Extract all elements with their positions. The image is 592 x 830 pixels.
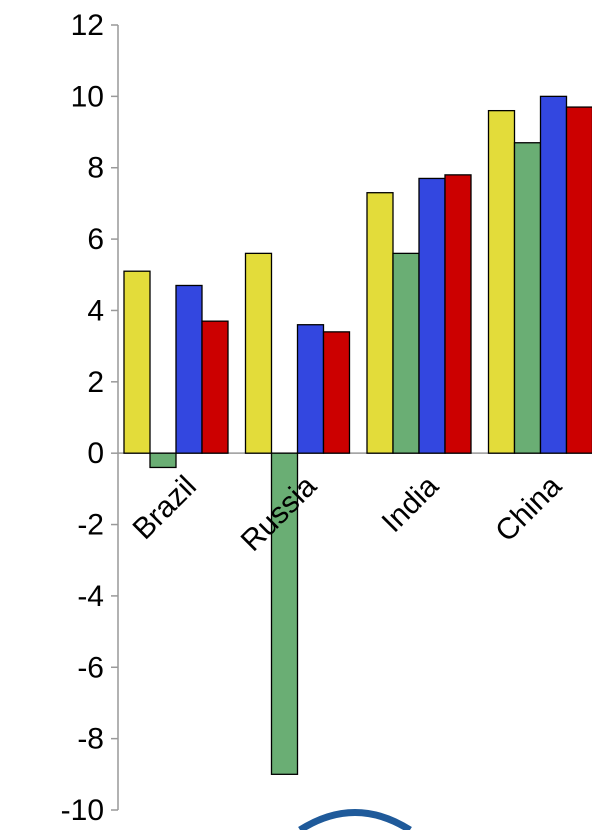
bar-russia-series-1 bbox=[244, 252, 273, 454]
decorative-arc bbox=[298, 809, 412, 830]
y-tick-label: -8 bbox=[77, 723, 104, 756]
y-axis: 12 10 8 6 4 2 0 -2 -4 -6 -8 -10 bbox=[61, 9, 592, 827]
y-tick-label: 12 bbox=[71, 9, 104, 42]
bar-india-series-3 bbox=[418, 177, 446, 454]
y-tick-label: 8 bbox=[87, 152, 104, 185]
bar-china-series-2 bbox=[513, 142, 542, 454]
y-tick-label: -10 bbox=[61, 794, 104, 827]
y-tick-label: 0 bbox=[87, 437, 104, 470]
y-tick-label: 2 bbox=[87, 366, 104, 399]
bars bbox=[123, 95, 592, 775]
bar-brazil-series-3 bbox=[175, 284, 203, 454]
bar-china-series-4 bbox=[565, 106, 592, 454]
logo-arc bbox=[298, 809, 412, 830]
y-tick-label: -4 bbox=[77, 580, 104, 613]
bar-china-series-3 bbox=[539, 95, 568, 454]
category-label-china: China bbox=[489, 469, 568, 548]
bar-russia-series-2 bbox=[270, 452, 299, 775]
bar-brazil-series-4 bbox=[201, 320, 229, 454]
bar-india-series-4 bbox=[444, 174, 472, 454]
y-tick-label: 4 bbox=[87, 294, 104, 327]
bar-brazil-series-2 bbox=[149, 452, 177, 469]
y-tick-label: 10 bbox=[71, 80, 104, 113]
category-labels: Brazil Russia India China bbox=[127, 469, 569, 557]
bar-india-series-1 bbox=[366, 192, 394, 454]
y-tick-label: -2 bbox=[77, 509, 104, 542]
category-label-india: India bbox=[376, 469, 446, 539]
bar-russia-series-4 bbox=[322, 331, 351, 454]
y-tick-label: -6 bbox=[77, 651, 104, 684]
bar-india-series-2 bbox=[392, 252, 420, 454]
y-tick-label: 6 bbox=[87, 223, 104, 256]
bar-russia-series-3 bbox=[296, 324, 325, 454]
category-label-brazil: Brazil bbox=[127, 470, 203, 546]
bar-brazil-series-1 bbox=[123, 270, 151, 454]
bar-china-series-1 bbox=[487, 109, 516, 454]
